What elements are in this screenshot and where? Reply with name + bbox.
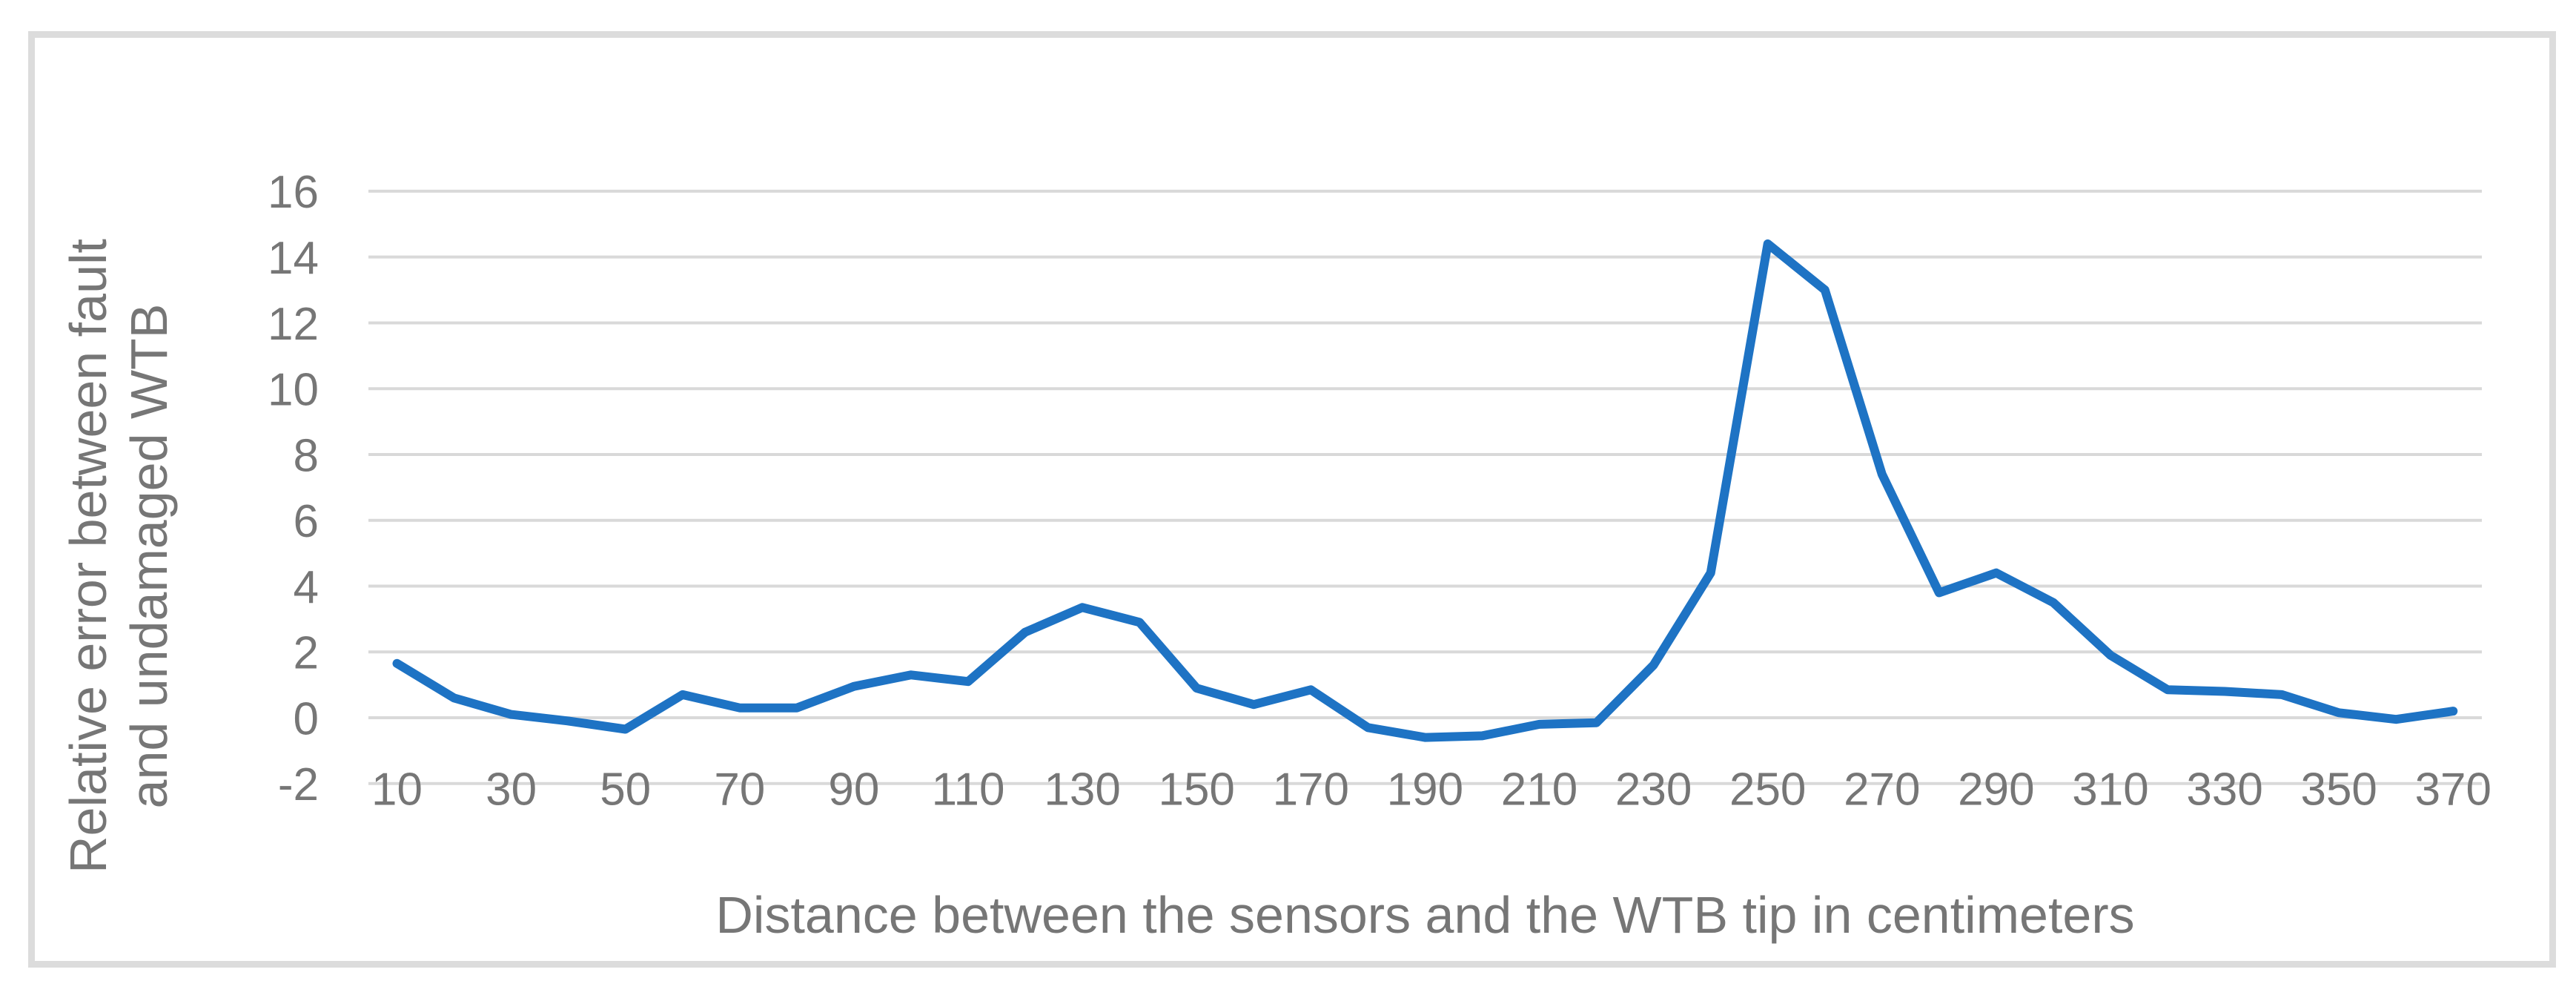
x-tick-label: 310: [2072, 764, 2148, 815]
x-tick-labels-group: 10 30 50 70 90 110 130 150 170 190 210 230 250 270 290…: [371, 764, 2491, 815]
x-tick-label: 350: [2300, 764, 2377, 815]
x-tick-label: 230: [1615, 764, 1692, 815]
y-axis-title: Relative error between fault and undamag…: [58, 239, 179, 873]
y-tick-label: 16: [268, 167, 319, 218]
y-axis-title-line2: and undamaged WTB: [120, 303, 178, 809]
y-tick-label: 2: [294, 628, 319, 679]
y-axis-title-line1: Relative error between fault: [59, 239, 117, 873]
x-tick-label: 150: [1158, 764, 1234, 815]
data-series-line: [392, 239, 2458, 742]
y-tick-labels-group: 16 14 12 10 8 6 4 2 0 -2: [268, 167, 319, 810]
x-tick-label: 70: [714, 764, 765, 815]
y-tick-label: 8: [294, 430, 319, 481]
x-tick-label: 290: [1958, 764, 2034, 815]
x-tick-label: 90: [828, 764, 879, 815]
x-tick-label: 210: [1501, 764, 1577, 815]
y-tick-label: -2: [278, 759, 319, 810]
x-tick-label: 190: [1387, 764, 1463, 815]
y-tick-label: 14: [268, 233, 319, 284]
x-tick-label: 270: [1844, 764, 1920, 815]
x-tick-label: 170: [1273, 764, 1349, 815]
x-tick-label: 130: [1044, 764, 1120, 815]
x-tick-label: 330: [2186, 764, 2262, 815]
x-tick-label: 370: [2415, 764, 2491, 815]
x-tick-label: 50: [600, 764, 651, 815]
y-tick-label: 6: [294, 496, 319, 547]
x-tick-label: 30: [486, 764, 537, 815]
x-tick-label: 250: [1729, 764, 1806, 815]
x-tick-label: 10: [371, 764, 423, 815]
y-tick-label: 4: [294, 562, 319, 613]
x-axis-title: Distance between the sensors and the WTB…: [715, 886, 2135, 944]
y-tick-label: 10: [268, 365, 319, 416]
x-tick-label: 110: [932, 764, 1005, 815]
gridlines-group: [368, 189, 2482, 785]
y-tick-label: 12: [268, 299, 319, 350]
y-tick-label: 0: [294, 693, 319, 744]
